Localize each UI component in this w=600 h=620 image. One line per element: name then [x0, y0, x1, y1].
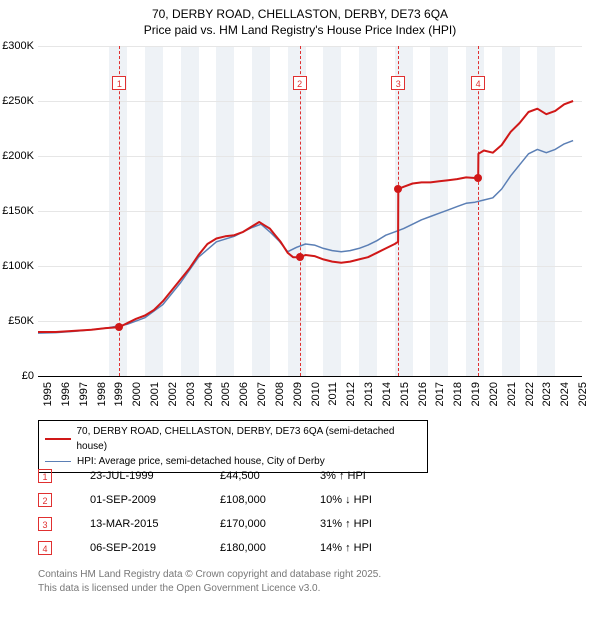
- page-root: 70, DERBY ROAD, CHELLASTON, DERBY, DE73 …: [0, 0, 600, 620]
- x-tick-label: 2020: [488, 382, 500, 406]
- sales-price: £180,000: [220, 542, 320, 554]
- sales-table: 123-JUL-1999£44,5003% ↑ HPI201-SEP-2009£…: [38, 464, 440, 560]
- x-tick-label: 2023: [541, 382, 553, 406]
- x-tick-label: 2014: [381, 382, 393, 406]
- x-tick-label: 2013: [363, 382, 375, 406]
- x-tick-label: 2009: [292, 382, 304, 406]
- x-tick-label: 1998: [96, 382, 108, 406]
- chart-title-block: 70, DERBY ROAD, CHELLASTON, DERBY, DE73 …: [0, 0, 600, 40]
- x-tick-label: 1999: [113, 382, 125, 406]
- sales-marker-box: 1: [38, 469, 52, 483]
- x-tick-label: 1997: [78, 382, 90, 406]
- y-tick-label: £300K: [2, 40, 34, 52]
- x-tick-label: 2021: [506, 382, 518, 406]
- sales-delta: 14% ↑ HPI: [320, 542, 440, 554]
- x-tick-label: 2006: [238, 382, 250, 406]
- x-tick-label: 2001: [149, 382, 161, 406]
- sales-price: £170,000: [220, 518, 320, 530]
- sales-row: 1 23-JUL-1999£44,5003% ↑ HPI: [38, 464, 440, 488]
- footer-attribution: Contains HM Land Registry data © Crown c…: [38, 568, 381, 595]
- sale-dot: [115, 323, 123, 331]
- sales-marker-box: 2: [38, 493, 52, 507]
- footer-line-1: Contains HM Land Registry data © Crown c…: [38, 568, 381, 582]
- legend-label: 70, DERBY ROAD, CHELLASTON, DERBY, DE73 …: [77, 424, 422, 454]
- sales-date: 01-SEP-2009: [90, 494, 220, 506]
- x-tick-label: 2016: [417, 382, 429, 406]
- x-tick-label: 2002: [167, 382, 179, 406]
- series-property-line: [38, 101, 573, 332]
- y-tick-label: £0: [22, 370, 34, 382]
- x-tick-label: 2022: [524, 382, 536, 406]
- x-tick-label: 2007: [256, 382, 268, 406]
- x-tick-label: 1995: [42, 382, 54, 406]
- title-subtitle: Price paid vs. HM Land Registry's House …: [0, 22, 600, 38]
- title-address: 70, DERBY ROAD, CHELLASTON, DERBY, DE73 …: [0, 6, 600, 22]
- sales-delta: 31% ↑ HPI: [320, 518, 440, 530]
- sale-dot: [296, 253, 304, 261]
- x-tick-label: 2015: [399, 382, 411, 406]
- sales-delta: 10% ↓ HPI: [320, 494, 440, 506]
- sales-date: 13-MAR-2015: [90, 518, 220, 530]
- y-tick-label: £50K: [8, 315, 34, 327]
- sales-marker-box: 4: [38, 541, 52, 555]
- y-tick-label: £100K: [2, 260, 34, 272]
- sales-price: £44,500: [220, 470, 320, 482]
- x-tick-label: 2017: [434, 382, 446, 406]
- sales-price: £108,000: [220, 494, 320, 506]
- sales-row: 4 06-SEP-2019£180,00014% ↑ HPI: [38, 536, 440, 560]
- x-tick-label: 2008: [274, 382, 286, 406]
- chart-area: £0£50K£100K£150K£200K£250K£300K199519961…: [38, 46, 582, 376]
- x-tick-label: 2012: [345, 382, 357, 406]
- x-tick-label: 2018: [452, 382, 464, 406]
- x-tick-label: 2011: [327, 382, 339, 406]
- sale-dot: [474, 174, 482, 182]
- x-tick-label: 2019: [470, 382, 482, 406]
- series-hpi-line: [38, 141, 573, 334]
- legend-row: 70, DERBY ROAD, CHELLASTON, DERBY, DE73 …: [45, 424, 421, 454]
- x-tick-label: 2025: [577, 382, 589, 406]
- sale-dot: [394, 185, 402, 193]
- sales-marker-box: 3: [38, 517, 52, 531]
- sales-row: 2 01-SEP-2009£108,00010% ↓ HPI: [38, 488, 440, 512]
- y-tick-label: £150K: [2, 205, 34, 217]
- x-tick-label: 2003: [185, 382, 197, 406]
- footer-line-2: This data is licensed under the Open Gov…: [38, 582, 381, 596]
- sales-row: 3 13-MAR-2015£170,00031% ↑ HPI: [38, 512, 440, 536]
- sales-date: 23-JUL-1999: [90, 470, 220, 482]
- x-tick-label: 1996: [60, 382, 72, 406]
- sales-delta: 3% ↑ HPI: [320, 470, 440, 482]
- x-tick-label: 2000: [131, 382, 143, 406]
- gridline-h: [38, 376, 582, 377]
- y-tick-label: £200K: [2, 150, 34, 162]
- legend-swatch: [45, 461, 71, 462]
- x-tick-label: 2010: [310, 382, 322, 406]
- x-tick-label: 2024: [559, 382, 571, 406]
- legend-swatch: [45, 438, 71, 440]
- y-tick-label: £250K: [2, 95, 34, 107]
- x-tick-label: 2005: [220, 382, 232, 406]
- sales-date: 06-SEP-2019: [90, 542, 220, 554]
- x-tick-label: 2004: [203, 382, 215, 406]
